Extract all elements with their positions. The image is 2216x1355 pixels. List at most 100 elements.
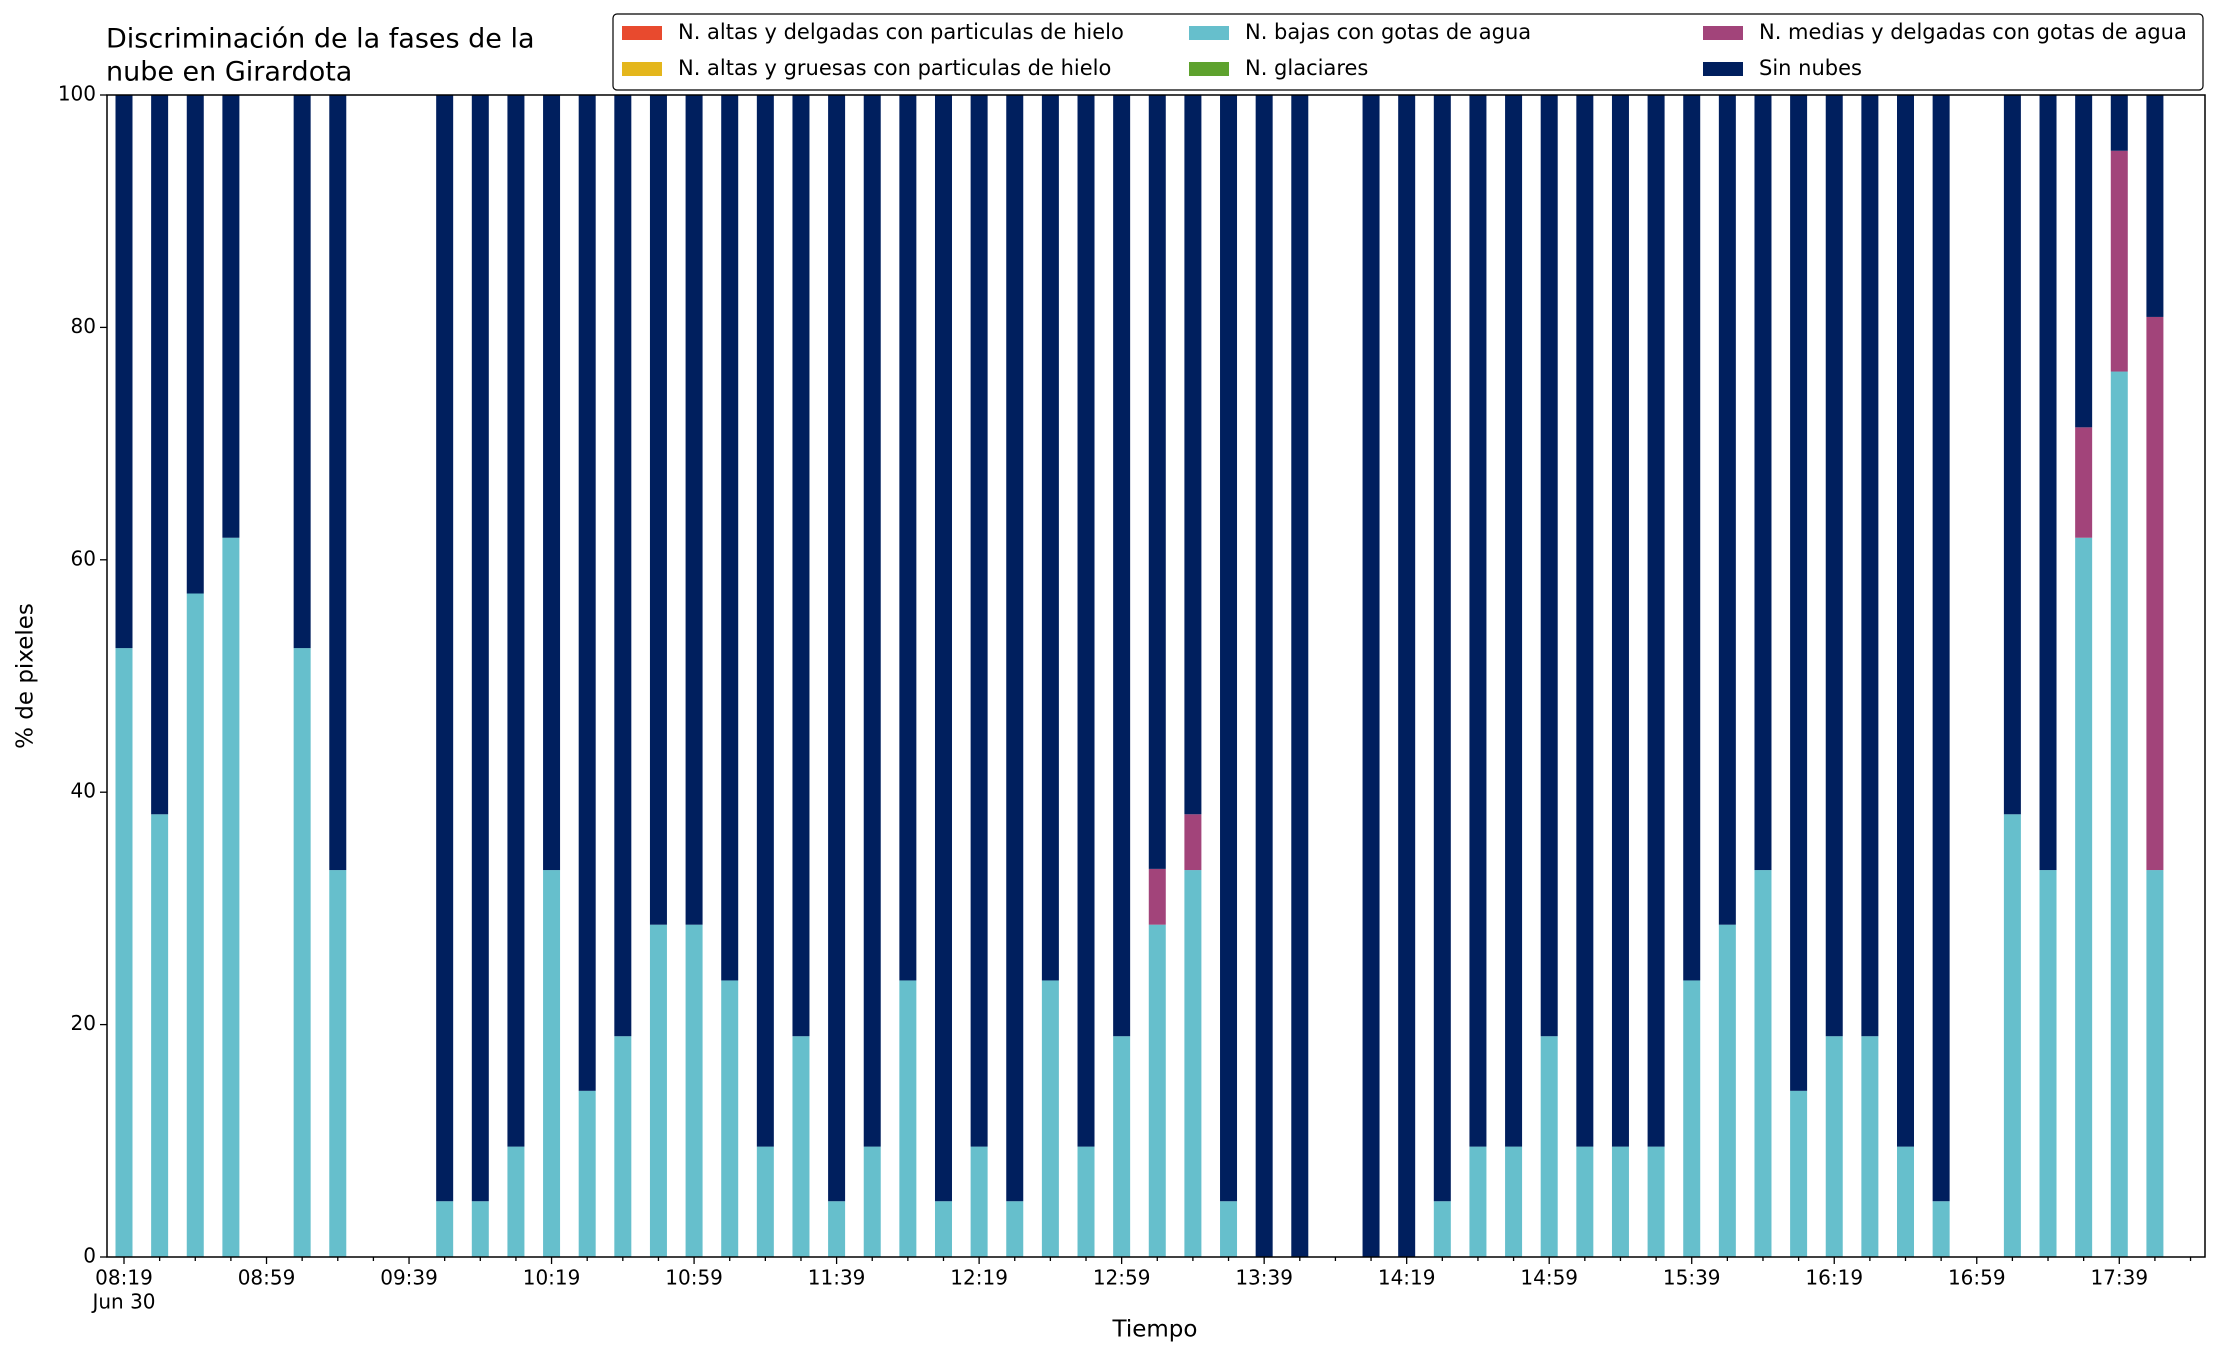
bar-segment [828,1201,846,1257]
x-tick-label: 10:59 [665,1266,723,1290]
bar-segment [507,1146,525,1257]
bar-segment [186,95,204,594]
legend-swatch [622,62,662,76]
bar-segment [151,95,169,815]
bar-segment [1255,95,1273,1257]
bar-segment [293,95,311,649]
bar-segment [2110,371,2128,1257]
bar-segment [1113,95,1131,1037]
chart-title: nube en Girardota [106,57,352,88]
bar-segment [186,593,204,1257]
bar-segment [1897,1146,1914,1257]
bar-segment [970,1146,988,1257]
legend-swatch [1189,26,1229,40]
bar-segment [1220,1201,1238,1257]
bar-segment [934,95,952,1202]
legend-text: Sin nubes [1759,56,1862,80]
bar-segment [1041,95,1059,981]
bar-segment [1184,870,1202,1257]
bar-segment [1825,1036,1843,1257]
x-tick-label: 09:39 [380,1266,438,1290]
bar-segment [1184,95,1202,815]
bar-segment [792,95,810,1037]
bar-segment [329,870,347,1257]
bar-segment [1469,1146,1487,1257]
bar-segment [1433,95,1451,1202]
bar-segment [1433,1201,1451,1257]
bar-segment [1754,870,1772,1257]
bar-segment [1790,95,1808,1091]
plot-frame [106,94,2206,1258]
bar-segment [899,95,917,981]
bar-segment [151,814,169,1257]
bar-segment [649,95,667,925]
bar-segment [1718,95,1736,925]
bar-segment [1611,1146,1629,1257]
bar-segment [578,1090,596,1257]
bar-segment [2075,427,2093,538]
bar-segment [899,980,917,1257]
bar-segment [1220,95,1238,1202]
bar-segment [970,95,988,1147]
bar-segment [1077,95,1095,1147]
bar-segment [649,924,667,1257]
y-tick-label: 100 [58,82,96,106]
bar-segment [1041,980,1059,1257]
bar-segment [1148,95,1166,869]
bar-segment [543,95,561,871]
legend-text: N. altas y gruesas con particulas de hie… [678,56,1111,80]
bar-segment [578,95,596,1091]
bar-segment [1398,95,1416,1257]
bar-segment [1683,980,1701,1257]
bar-segment [543,870,561,1257]
bar-segment [1505,1146,1523,1257]
x-tick-label: 08:19 [95,1266,153,1290]
bar-segment [2110,150,2128,372]
bar-segment [614,95,632,1037]
y-axis-label: % de pixeles [13,603,39,749]
bar-segment [1362,95,1380,1257]
bar-segment [2110,95,2128,151]
bar-segment [1576,95,1594,1147]
bar-segment [1611,95,1629,1147]
x-tick-label: 17:39 [2090,1266,2148,1290]
bar-segment [2039,870,2057,1257]
bar-segment [2146,95,2164,317]
bar-segment [1754,95,1772,871]
bar-segment [1006,95,1024,1202]
bar-segment [2075,537,2093,1257]
bar-segment [1932,1201,1950,1257]
bar-segment [2146,870,2164,1257]
bar-segment [115,648,133,1257]
bar-segment [1148,868,1166,925]
bar-segment [115,95,133,649]
x-date-label: Jun 30 [90,1290,155,1314]
bar-segment [1683,95,1701,981]
bar-segment [329,95,347,871]
y-tick-label: 20 [71,1011,96,1035]
bar-segment [685,924,703,1257]
bar-segment [1113,1036,1131,1257]
bar-segment [1825,95,1843,1037]
bar-segment [1897,95,1914,1147]
bar-segment [1861,1036,1879,1257]
bar-segment [1718,924,1736,1257]
x-tick-label: 16:19 [1805,1266,1863,1290]
bar-segment [721,95,739,981]
bar-segment [756,1146,774,1257]
legend-swatch [1189,62,1229,76]
bar-segment [1540,95,1558,1037]
y-tick-label: 40 [71,779,96,803]
y-tick-label: 0 [83,1244,96,1268]
bar-segment [1469,95,1487,1147]
bar-segment [721,980,739,1257]
bar-segment [507,95,525,1147]
bar-segment [1148,924,1166,1257]
bar-segment [1006,1201,1024,1257]
bar-segment [1790,1090,1808,1257]
x-tick-label: 12:59 [1093,1266,1151,1290]
bar-segment [436,1201,454,1257]
bar-segment [2003,95,2021,815]
bar-segment [1647,1146,1665,1257]
bar-segment [1932,95,1950,1202]
